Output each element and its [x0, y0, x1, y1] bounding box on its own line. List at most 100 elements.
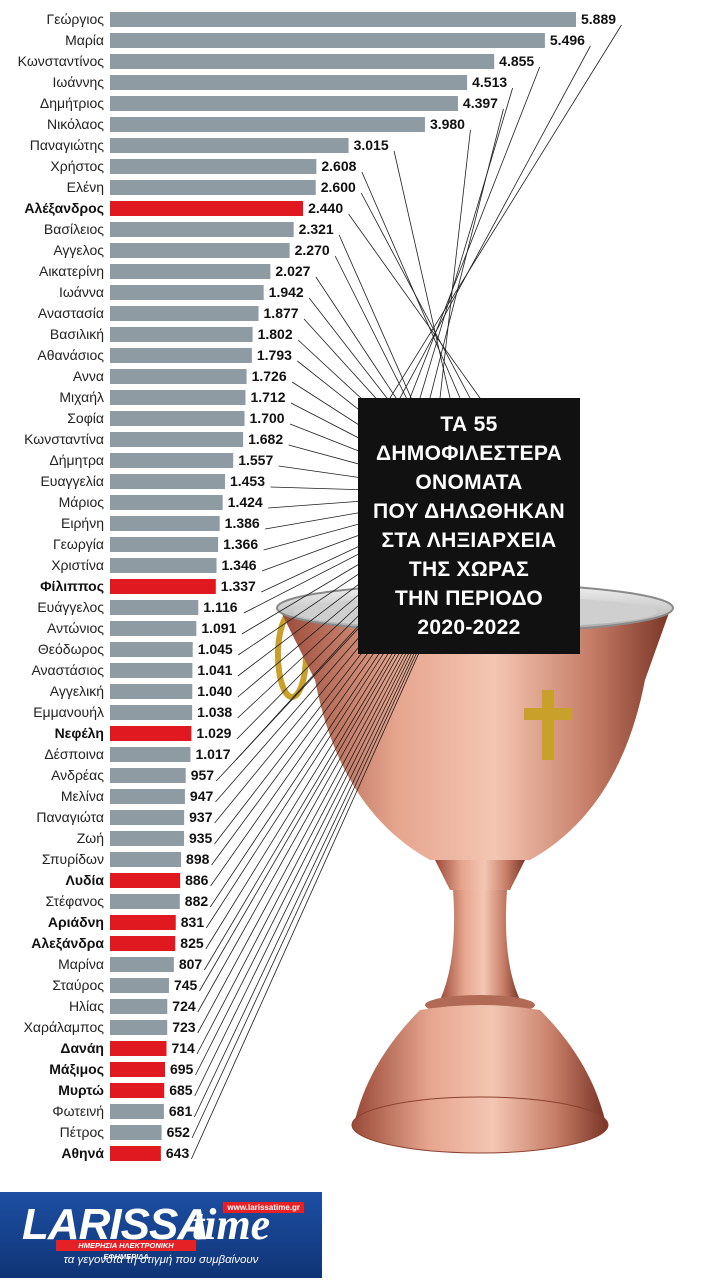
bar [110, 915, 176, 930]
value-label: 1.557 [238, 452, 273, 468]
leader-line [348, 213, 481, 399]
bar [110, 1125, 162, 1140]
category-label: Αναστάσιος [31, 662, 104, 678]
leader-line [429, 108, 504, 399]
category-label: Χριστίνα [51, 557, 104, 573]
category-label: Θεόδωρος [38, 641, 104, 657]
title-line: ΤΗΝ ΠΕΡΙΟΔΟ [395, 587, 543, 610]
category-label: Δημήτριος [40, 95, 104, 111]
value-label: 745 [174, 977, 198, 993]
category-label: Κωνσταντίνος [18, 53, 105, 69]
value-label: 937 [189, 809, 213, 825]
category-label: Μαρίνα [58, 956, 104, 972]
bar [110, 978, 169, 993]
value-label: 957 [191, 767, 215, 783]
value-label: 1.038 [197, 704, 232, 720]
bar [110, 54, 495, 69]
leader-line [360, 192, 471, 399]
value-label: 1.045 [198, 641, 233, 657]
leader-line [197, 602, 431, 1034]
category-label: Ζωή [77, 830, 104, 846]
bar [110, 369, 247, 384]
value-label: 2.321 [299, 221, 334, 237]
category-label: Μυρτώ [58, 1082, 104, 1098]
category-label: Γεωργία [53, 536, 104, 552]
leader-line [194, 615, 431, 1097]
category-label: Μαρία [65, 32, 104, 48]
bar [110, 558, 217, 573]
title-line: ΠΟΥ ΔΗΛΩΘΗΚΑΝ [373, 500, 565, 523]
value-label: 2.600 [321, 179, 356, 195]
bar [110, 327, 253, 342]
bar [110, 1083, 165, 1098]
title-line: ΤΗΣ ΧΩΡΑΣ [408, 558, 530, 581]
bar [110, 579, 216, 594]
bar [110, 159, 317, 174]
bar [110, 705, 193, 720]
value-label: 1.424 [228, 494, 263, 510]
value-label: 1.116 [203, 599, 237, 615]
title-line: ΤΑ 55 [440, 413, 498, 436]
bar [110, 348, 252, 363]
larissatime-logo[interactable]: LARISSA time www.larissatime.gr ΗΜΕΡΗΣΙΑ… [0, 1192, 322, 1278]
value-label: 3.980 [430, 116, 465, 132]
leader-line [399, 45, 591, 399]
value-label: 935 [189, 830, 213, 846]
bar [110, 33, 545, 48]
bar [110, 684, 193, 699]
leader-line [197, 598, 431, 1013]
value-label: 1.017 [195, 746, 230, 762]
leader-line [393, 150, 451, 399]
category-label: Μελίνα [61, 788, 104, 804]
category-label: Φωτεινή [52, 1103, 104, 1119]
bar [110, 243, 290, 258]
value-label: 2.608 [321, 158, 356, 174]
bar [110, 873, 181, 888]
category-label: Χρήστος [50, 158, 104, 174]
bar [110, 1041, 167, 1056]
bar [110, 117, 425, 132]
leader-line [196, 606, 431, 1055]
value-label: 831 [181, 914, 205, 930]
category-label: Νεφέλη [55, 725, 104, 741]
category-label: Ελένη [67, 179, 104, 195]
leader-line [361, 171, 461, 399]
category-label: Μάριος [59, 494, 105, 510]
bar [110, 642, 193, 657]
leader-line [419, 87, 513, 399]
bar [110, 621, 197, 636]
category-label: Γεώργιος [47, 11, 105, 27]
value-label: 1.337 [221, 578, 256, 594]
value-label: 3.015 [354, 137, 389, 153]
value-label: 724 [172, 998, 196, 1014]
category-label: Αλεξάνδρα [31, 935, 104, 951]
category-label: Ευάγγελος [37, 599, 104, 615]
value-label: 1.793 [257, 347, 292, 363]
category-label: Αθανάσιος [37, 347, 104, 363]
category-label: Βασίλειος [44, 221, 104, 237]
value-label: 807 [179, 956, 203, 972]
bar [110, 768, 186, 783]
bar [110, 495, 223, 510]
value-label: 643 [166, 1145, 190, 1161]
bar [110, 285, 264, 300]
bar [110, 894, 180, 909]
leader-line [191, 623, 431, 1139]
value-label: 1.942 [269, 284, 304, 300]
category-label: Σταύρος [52, 977, 104, 993]
bar [110, 138, 349, 153]
category-label: Εμμανουήλ [33, 704, 104, 720]
title-line: ΔΗΜΟΦΙΛΕΣΤΕΡΑ [375, 442, 563, 465]
category-label: Ηλίας [69, 998, 104, 1014]
category-label: Νικόλαος [47, 116, 104, 132]
bar [110, 999, 168, 1014]
logo-url: www.larissatime.gr [223, 1202, 304, 1213]
value-label: 1.366 [223, 536, 258, 552]
bar [110, 264, 271, 279]
category-label: Σοφία [67, 410, 104, 426]
value-label: 947 [190, 788, 214, 804]
bar [110, 537, 219, 552]
value-label: 4.855 [499, 53, 534, 69]
value-label: 652 [167, 1124, 191, 1140]
bar [110, 726, 192, 741]
